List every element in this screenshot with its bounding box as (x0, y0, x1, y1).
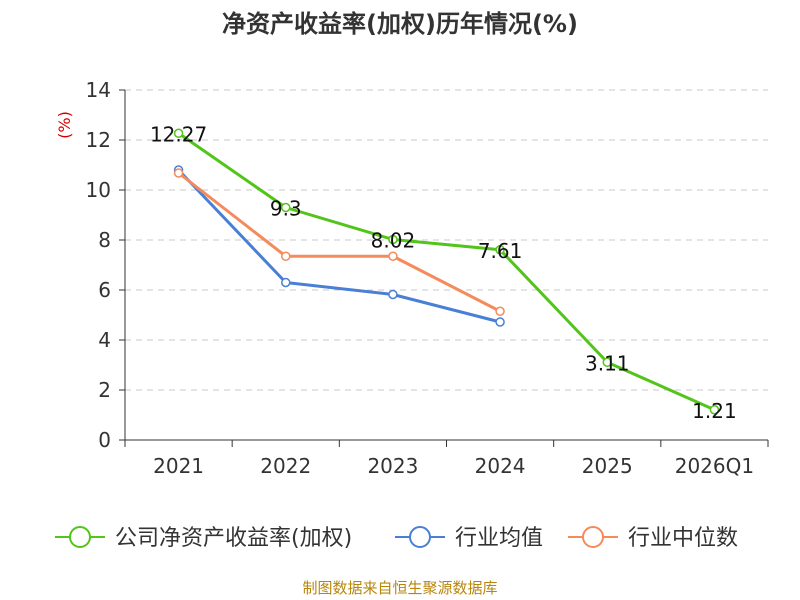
y-tick-label: 0 (98, 428, 111, 452)
y-tick-label: 14 (86, 78, 111, 102)
legend: 公司净资产收益率(加权) 行业均值 行业中位数 (55, 526, 738, 551)
source-note: 制图数据来自恒生聚源数据库 (302, 579, 498, 597)
data-point (173, 128, 184, 138)
legend-label: 行业中位数 (628, 526, 738, 551)
data-label: 1.21 (692, 399, 737, 423)
data-point (173, 168, 184, 178)
data-point (281, 251, 291, 261)
axes: 0 2 4 6 8 10 12 14 2021 2022 2023 2024 2025 2026Q1 (%) (55, 78, 769, 478)
data-point (388, 289, 398, 300)
y-tick-label: 6 (98, 278, 111, 302)
data-point (709, 405, 720, 415)
data-point (388, 251, 398, 261)
y-tick-label: 10 (86, 178, 111, 202)
legend-label: 公司净资产收益率(加权) (115, 526, 352, 551)
data-point (281, 277, 291, 288)
data-point (495, 245, 505, 255)
x-tick-label: 2024 (475, 454, 526, 478)
chart-title: 净资产收益率(加权)历年情况(%) (222, 10, 578, 38)
series-line-2 (177, 171, 501, 313)
y-tick-label: 4 (98, 328, 111, 352)
y-axis-label: (%) (55, 111, 74, 139)
data-point (495, 317, 505, 327)
series-line-1 (177, 168, 501, 324)
data-point (388, 234, 398, 245)
y-tick-label: 12 (86, 128, 111, 152)
x-tick-label: 2023 (367, 454, 418, 478)
data-label: 9.3 (270, 197, 302, 221)
legend-marker (409, 526, 431, 548)
data-label: 12.27 (150, 122, 207, 146)
legend-marker (69, 526, 91, 548)
grid-lines (125, 89, 768, 391)
y-tick-label: 2 (98, 378, 111, 402)
y-tick-label: 8 (98, 228, 111, 252)
series-line-0 (177, 132, 716, 412)
data-point (602, 357, 612, 367)
series-layer: 12.27 9.3 8.02 7.61 3.11 1.21 (150, 122, 737, 423)
data-label: 7.61 (478, 239, 523, 263)
x-tick-label: 2021 (153, 454, 204, 478)
data-point (495, 306, 505, 316)
data-point (281, 202, 291, 213)
data-label: 3.11 (585, 351, 630, 375)
x-tick-label: 2025 (582, 454, 633, 478)
data-label: 8.02 (371, 229, 416, 253)
legend-label: 行业均值 (455, 526, 543, 551)
x-tick-label: 2022 (260, 454, 311, 478)
x-tick-label: 2026Q1 (675, 454, 754, 478)
legend-marker (582, 526, 604, 548)
